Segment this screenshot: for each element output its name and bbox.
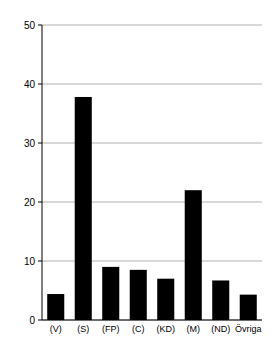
grid-line — [42, 25, 262, 26]
x-tick-label: (FP) — [102, 324, 120, 334]
bar — [130, 270, 147, 320]
y-tick — [38, 143, 42, 144]
x-tick-label: (S) — [77, 324, 89, 334]
x-tick-label: (KD) — [157, 324, 176, 334]
y-tick — [38, 261, 42, 262]
grid-line — [42, 320, 262, 321]
y-tick — [38, 202, 42, 203]
y-tick-label: 30 — [24, 138, 36, 149]
bar — [75, 97, 92, 320]
bar — [212, 280, 229, 320]
x-tick-label: (V) — [50, 324, 62, 334]
x-tick-label: (ND) — [211, 324, 230, 334]
x-tick-label: Övriga — [235, 324, 262, 334]
bar — [47, 294, 64, 320]
bar — [157, 279, 174, 320]
y-tick — [38, 320, 42, 321]
chart: 0 10 20 30 40 50 (V) (S) (FP) (C) (KD) (M) (ND) Övrig… — [0, 0, 275, 350]
bar — [102, 267, 119, 320]
y-tick — [38, 84, 42, 85]
bar — [240, 295, 257, 320]
x-axis — [42, 320, 262, 321]
y-tick-label: 10 — [24, 256, 36, 267]
bar — [185, 190, 202, 320]
y-tick-label: 0 — [29, 315, 35, 326]
bars — [47, 97, 257, 320]
y-tick-label: 20 — [24, 197, 36, 208]
x-tick-label: (M) — [187, 324, 201, 334]
y-tick-label: 50 — [24, 20, 36, 31]
grid-line — [42, 84, 262, 85]
x-tick-label: (C) — [132, 324, 145, 334]
y-tick-label: 40 — [24, 79, 36, 90]
y-tick — [38, 25, 42, 26]
y-axis — [42, 25, 43, 320]
